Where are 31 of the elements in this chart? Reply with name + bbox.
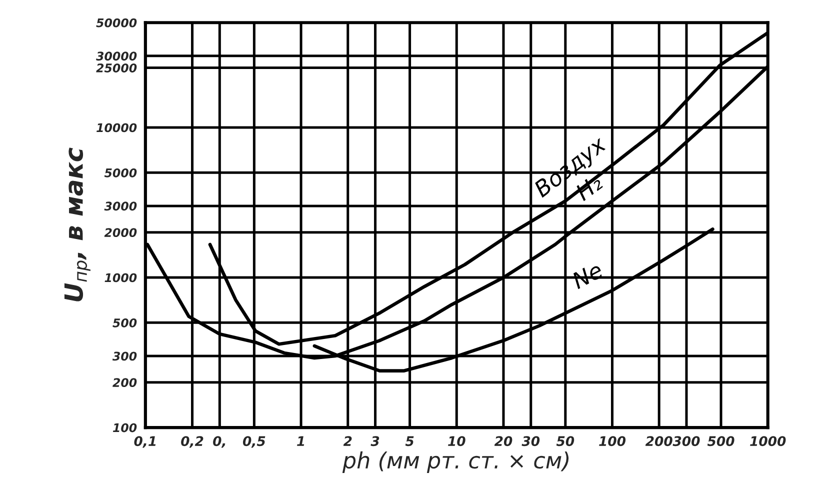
x-axis-title: ph (мм рт. ст. × см) xyxy=(342,451,569,473)
y-tick-label: 300 xyxy=(112,352,137,361)
x-tick-label: 2 xyxy=(343,436,352,446)
x-tick-label: 300 xyxy=(672,436,700,446)
x-tick-label: 100 xyxy=(599,436,626,446)
y-tick-label: 2000 xyxy=(104,228,137,238)
x-tick-label: 10 xyxy=(448,436,466,446)
y-tick-label: 3000 xyxy=(104,202,137,211)
x-tick-label: 0,5 xyxy=(242,436,266,448)
y-tick-label: 500 xyxy=(112,318,137,328)
x-tick-label: 20 xyxy=(494,436,512,446)
y-tick-label: 25000 xyxy=(96,64,137,72)
x-tick-label: 5 xyxy=(405,436,414,446)
y-tick-label: 30000 xyxy=(96,52,137,61)
x-tick-label: 3 xyxy=(370,436,380,446)
y-tick-label: 1000 xyxy=(104,273,137,282)
y-axis-title: U$_{пр}$, в макс xyxy=(64,148,90,302)
x-tick-label: 1 xyxy=(297,436,304,446)
y-tick-label: 100 xyxy=(112,423,137,432)
x-tick-label: 200 xyxy=(645,436,672,446)
y-tick-label: 50000 xyxy=(96,18,137,28)
y-tick-label: 200 xyxy=(112,378,137,388)
x-tick-label: 50 xyxy=(556,436,574,446)
x-tick-label: 0,2 xyxy=(181,436,204,448)
x-tick-label: 0, xyxy=(213,436,226,448)
y-tick-label: 10000 xyxy=(96,123,137,132)
x-tick-label: 30 xyxy=(522,436,540,446)
x-tick-label: 500 xyxy=(707,436,734,446)
x-tick-label: 0,1 xyxy=(134,436,156,448)
y-tick-label: 5000 xyxy=(104,168,137,178)
x-tick-label: 1000 xyxy=(750,436,786,446)
